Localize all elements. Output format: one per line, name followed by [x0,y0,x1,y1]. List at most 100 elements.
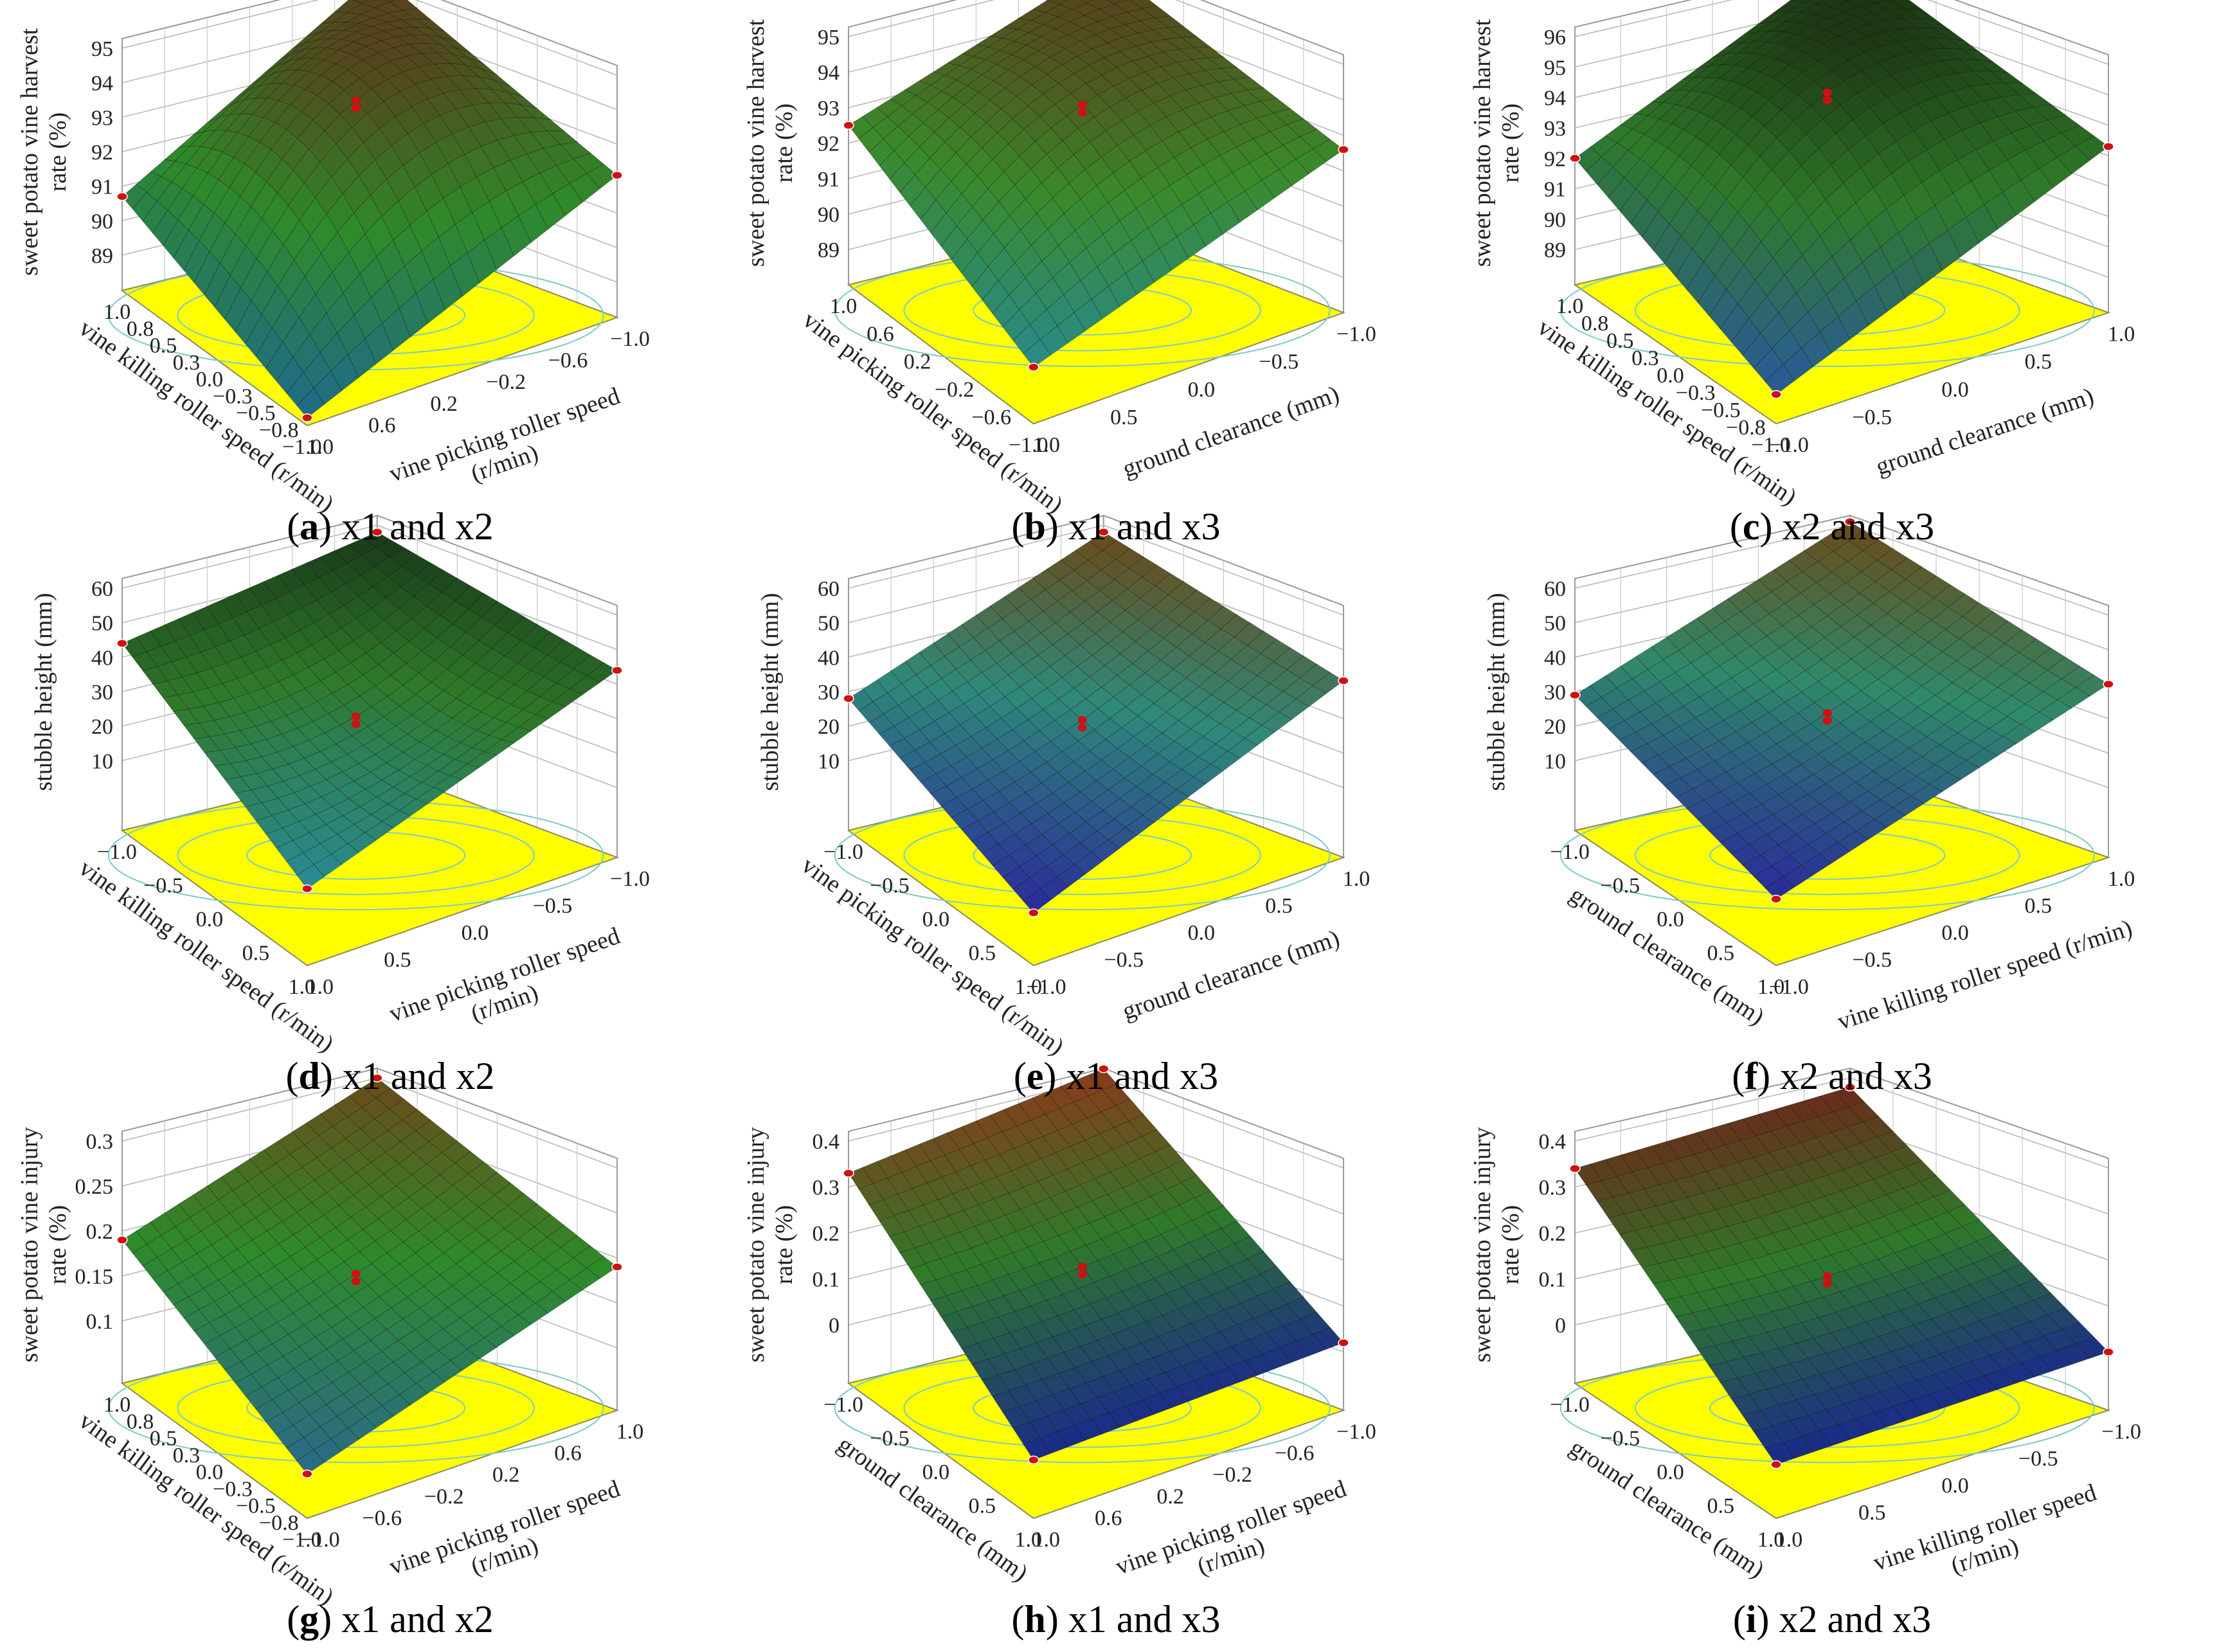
y-tick-label: 1.0 [307,975,334,999]
z-axis-label: stubble height (mm) [30,593,57,791]
x-tick-label: −0.5 [870,874,910,898]
surface-facet [1023,339,1052,368]
surface-facet [1023,1437,1052,1460]
z-tick-label: 91 [818,168,840,192]
y-axis-label: ground clearance (mm) [1119,925,1343,1025]
surface-facet [1841,0,1850,2]
z-axis-label: stubble height (mm) [1483,593,1510,791]
x-tick-label: 0.0 [196,368,224,391]
z-tick-label: 0.3 [813,1176,840,1200]
surface-facet [449,763,480,780]
y-tick-label: −1.0 [1336,1420,1376,1444]
z-axis-label: sweet potato vine injury [742,1127,769,1362]
center-point [1822,1272,1832,1280]
z-tick-label: 89 [1544,238,1566,262]
surface-facet [1091,285,1120,319]
y-tick-label: 1.0 [2108,322,2135,346]
design-point [843,121,854,130]
caption-h: (h) x1 and x3 [1011,1598,1221,1640]
center-point [1077,723,1087,732]
surface-facet [399,1383,428,1406]
surface-facet [1801,1430,1832,1453]
surface-facet [518,204,549,244]
z-tick-label: 60 [91,577,113,601]
x-tick-label: 0.2 [904,350,931,374]
z-tick-label: 20 [1544,715,1566,739]
center-point [351,104,361,112]
design-point [116,639,128,648]
z-axis-label: sweet potato vine harvest [16,28,43,276]
y-tick-label: 0.5 [2025,894,2053,918]
y-tick-label: −0.5 [1259,350,1299,374]
z-axis-label: sweet potato vine harvest [742,19,769,267]
surface-facet [467,1337,498,1360]
surface-facet [381,810,411,829]
surface-facet [433,265,463,310]
y-tick-label: −1.0 [1027,975,1066,999]
y-tick-label: 1.0 [1775,1528,1803,1552]
caption-d: (d) x1 and x2 [285,1055,495,1097]
y-axis-label: ground clearance (mm) [1873,382,2098,480]
center-point [1077,100,1087,109]
y-tick-label: 0.2 [430,392,458,416]
y-tick-label: −0.5 [533,894,573,918]
z-tick-label: 94 [91,72,113,96]
y-tick-label: −0.2 [424,1485,464,1509]
z-tick-label: 0.3 [86,1130,114,1154]
surface-facet [483,739,515,756]
surface-facet [381,1394,411,1417]
z-tick-label: 90 [1544,208,1566,232]
z-tick-label: 92 [91,141,113,165]
response-surface-mesh [848,532,1344,913]
y-tick-label: −0.5 [1104,948,1144,972]
surface-facet [1984,192,2017,230]
z-tick-label: 0 [829,1314,840,1338]
surface-facet [1176,1380,1207,1402]
x-tick-label: 0.6 [867,322,894,346]
surface-facet [1023,888,1052,913]
surface-facet [1108,1406,1138,1428]
design-point [301,884,313,893]
design-point [1569,1164,1581,1173]
surface-facet [1125,814,1154,836]
surface-plot-b: 899091929394951.00.60.2−0.2−0.6−1.0vine … [742,0,1376,519]
y-tick-label: 0.6 [554,1442,582,1466]
z-tick-label: 50 [1544,612,1566,636]
y-tick-label: −0.6 [548,349,588,373]
y-tick-label: 0.2 [492,1463,520,1487]
surface-facet [1295,685,1327,707]
design-point [1844,517,1856,526]
z-tick-label: 91 [1544,178,1566,202]
design-point [611,1262,623,1271]
x-tick-label: 0.0 [1657,364,1684,388]
design-point [1338,1338,1349,1347]
z-tick-label: 40 [91,646,113,670]
z-tick-label: 0.2 [86,1220,114,1244]
y-tick-label: −0.6 [362,1506,402,1530]
design-point [116,1235,128,1244]
surface-facet [1193,213,1224,247]
surface-facet [296,388,325,418]
design-point [2103,1347,2114,1356]
x-tick-label: −1.0 [97,840,137,864]
response-surface-mesh [848,0,1344,368]
z-tick-label: 10 [818,750,840,773]
surface-facet [2002,724,2035,744]
surface-facet [1984,736,2017,757]
surface-facet [313,370,342,405]
z-tick-label: 40 [1544,646,1566,670]
surface-facet [484,227,514,271]
z-tick-label: 10 [91,750,113,773]
x-tick-label: 1.0 [103,1393,131,1417]
surface-facet [1125,1399,1154,1421]
center-point [1077,1262,1087,1271]
caption-c: (c) x2 and x3 [1729,505,1935,548]
x-tick-label: −0.3 [213,384,253,408]
y-tick-label: −0.2 [486,370,526,394]
center-point [1077,1270,1087,1279]
surface-facet [552,688,584,707]
surface-facet [2020,712,2054,733]
x-tick-label: 0.8 [127,317,154,341]
